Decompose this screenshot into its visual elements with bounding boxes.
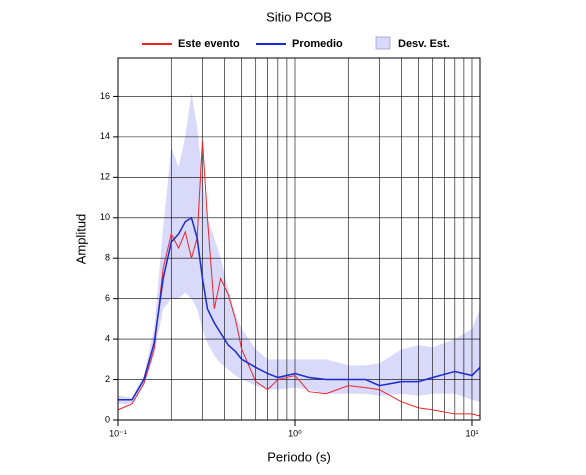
x-axis-label: Periodo (s) (267, 449, 331, 464)
y-tick-label: 16 (100, 91, 110, 101)
legend-label: Este evento (178, 38, 240, 50)
y-tick-label: 4 (105, 333, 110, 343)
y-tick-label: 8 (105, 253, 110, 263)
std-band (118, 92, 480, 404)
legend-label: Promedio (292, 38, 343, 50)
y-tick-label: 6 (105, 293, 110, 303)
x-tick-label: 10⁻¹ (109, 428, 127, 438)
legend-label: Desv. Est. (398, 38, 450, 50)
x-tick-label: 10¹ (465, 428, 478, 438)
legend-swatch (375, 36, 391, 50)
series-line (118, 216, 481, 401)
chart-title: Sitio PCOB (266, 9, 332, 24)
series-line (117, 140, 481, 417)
y-tick-label: 14 (100, 131, 110, 141)
y-tick-label: 0 (105, 414, 110, 424)
y-tick-label: 10 (100, 212, 110, 222)
x-tick-label: 10⁰ (288, 428, 302, 438)
plot-frame (117, 57, 481, 421)
y-tick-label: 2 (105, 374, 110, 384)
y-tick-label: 12 (100, 172, 110, 182)
y-axis-label: Amplitud (73, 214, 88, 265)
